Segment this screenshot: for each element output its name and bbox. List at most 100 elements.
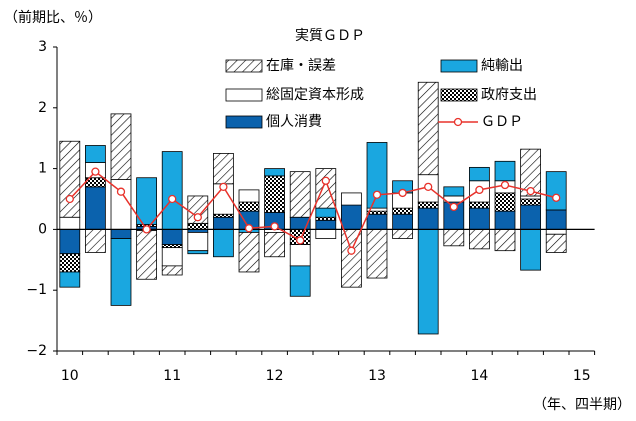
- bar-segment: [187, 250, 209, 255]
- bar-segment: [417, 81, 439, 176]
- bar-segment: [59, 253, 81, 273]
- bar-segment: [136, 230, 157, 280]
- bar-segment: [161, 244, 183, 249]
- bar-segment: [494, 192, 516, 212]
- legend-swatch: [440, 59, 478, 73]
- bar-segment: [59, 271, 81, 288]
- bar-segment: [545, 228, 567, 235]
- legend-label: ＧＤＰ: [481, 114, 523, 130]
- bar-segment: [187, 232, 209, 252]
- bar-segment: [136, 177, 157, 225]
- bar-segment: [443, 228, 465, 247]
- y-tick-label: −1: [26, 282, 47, 298]
- bar-segment: [161, 247, 183, 267]
- x-tick-label: 14: [470, 368, 488, 384]
- y-tick-label: −2: [26, 343, 47, 359]
- bar-segment: [341, 228, 362, 288]
- bar-segment: [417, 228, 439, 335]
- bar-segment: [417, 207, 439, 230]
- bar-segment: [110, 113, 132, 180]
- bar-segment: [392, 207, 413, 215]
- bar-segment: [315, 207, 337, 218]
- bar-segment: [494, 228, 516, 252]
- bar-segment: [392, 213, 413, 230]
- gdp-marker: [475, 185, 484, 195]
- bar-segment: [110, 238, 132, 306]
- bar-segment: [520, 198, 541, 206]
- gdp-marker: [219, 182, 228, 191]
- legend-swatch: [225, 59, 263, 73]
- x-tick-label: 15: [573, 368, 591, 384]
- bar-segment: [494, 210, 516, 230]
- gdp-marker: [424, 182, 433, 191]
- legend-label: 在庫・誤差: [266, 57, 336, 74]
- bar-segment: [341, 192, 362, 206]
- bar-segment: [520, 204, 541, 230]
- legend-swatch: [225, 115, 263, 129]
- gdp-marker: [193, 213, 202, 222]
- bar-segment: [264, 175, 285, 213]
- legend-label: 政府支出: [481, 87, 537, 103]
- bar-segment: [545, 233, 567, 253]
- y-axis-label: （前期比、％）: [4, 9, 102, 26]
- bar-segment: [315, 168, 337, 209]
- legend-swatch: [440, 88, 478, 102]
- y-tick-label: 2: [38, 100, 47, 116]
- bar-segment: [187, 222, 209, 230]
- bar-segment: [161, 265, 183, 276]
- bar-segment: [85, 186, 106, 230]
- bar-segment: [238, 189, 260, 203]
- chart-title: 実質ＧＤＰ: [295, 28, 365, 44]
- bar-segment: [469, 228, 490, 250]
- bar-segment: [110, 228, 132, 239]
- bar-segment: [289, 171, 311, 218]
- bar-segment: [392, 228, 413, 239]
- bar-segment: [238, 232, 260, 273]
- bar-segment: [264, 168, 285, 177]
- gdp-marker: [552, 193, 561, 202]
- y-tick-label: 1: [38, 161, 47, 177]
- bar-segment: [366, 213, 388, 230]
- bar-segment: [469, 201, 490, 209]
- gdp-line: [69, 170, 557, 253]
- bar-segment: [213, 228, 234, 258]
- bar-segment: [366, 142, 388, 209]
- bar-segment: [59, 216, 81, 230]
- bar-segment: [59, 140, 81, 218]
- bar-segment: [520, 228, 541, 271]
- gdp-marker: [398, 188, 407, 198]
- bar-segment: [161, 228, 183, 245]
- gdp-marker: [372, 190, 382, 199]
- bar-segment: [520, 148, 541, 197]
- legend-label: 総固定資本形成: [266, 87, 364, 103]
- gdp-marker: [449, 202, 458, 212]
- x-tick-label: 11: [163, 368, 181, 384]
- gdp-marker: [296, 236, 305, 245]
- bar-segment: [213, 213, 234, 218]
- legend-swatch: [225, 88, 263, 102]
- bar-segment: [59, 228, 81, 255]
- bar-segment: [341, 204, 362, 230]
- gdp-marker: [321, 176, 330, 185]
- gdp-marker: [91, 167, 100, 176]
- bar-segment: [213, 152, 234, 185]
- bar-segment: [520, 195, 541, 200]
- gdp-marker: [142, 225, 151, 234]
- x-tick-label: 12: [266, 368, 284, 384]
- bar-segment: [85, 228, 106, 253]
- gdp-marker: [65, 194, 74, 204]
- bar-segment: [545, 209, 567, 230]
- bar-segment: [366, 228, 388, 279]
- bar-segment: [494, 160, 516, 182]
- bar-segment: [289, 265, 311, 297]
- bar-segment: [213, 216, 234, 230]
- bar-segment: [315, 219, 337, 230]
- y-tick-label: 0: [38, 221, 47, 237]
- gdp-marker: [244, 224, 254, 233]
- bar-segment: [85, 145, 106, 163]
- bar-segment: [443, 186, 465, 197]
- bar-segment: [238, 201, 260, 212]
- bar-segment: [417, 201, 439, 209]
- gdp-marker: [116, 187, 126, 196]
